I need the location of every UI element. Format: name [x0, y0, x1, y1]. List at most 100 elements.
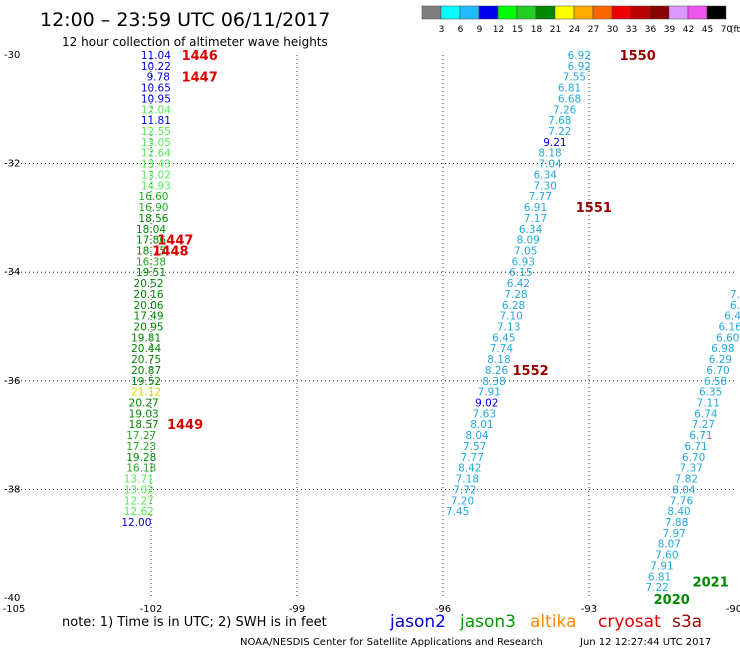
wave-height-label: 7.37	[680, 463, 703, 475]
wave-height-label: 9.78	[147, 72, 170, 84]
wave-height-label: 6.70	[682, 452, 705, 464]
wave-height-label: 20.95	[134, 322, 164, 334]
wave-height-label: 6.92	[568, 50, 591, 62]
color-scale-label: 45	[702, 25, 713, 35]
wave-height-label: 7.05	[514, 245, 537, 257]
wave-height-label: 6.91	[524, 202, 547, 214]
wave-height-label: 7.18	[456, 474, 479, 486]
wave-height-label: 6.71	[684, 441, 707, 453]
wave-height-label: 6.34	[519, 224, 543, 236]
grid-lines	[5, 55, 735, 598]
color-scale-swatch	[497, 5, 518, 20]
wave-height-label: 6.15	[509, 267, 532, 279]
footer-note: note: 1) Time is in UTC; 2) SWH is in fe…	[62, 615, 327, 630]
y-tick-label: -40	[4, 593, 20, 604]
wave-height-label: 20.16	[134, 289, 164, 301]
wave-height-label: 21.12	[131, 387, 161, 399]
wave-height-label: 13.02	[124, 484, 154, 496]
chart-title: 12:00 – 23:59 UTC 06/11/2017	[40, 9, 330, 31]
x-tick-label: -99	[289, 604, 305, 615]
color-scale-label: 15	[512, 25, 523, 35]
wave-height-label: 19.28	[126, 452, 156, 464]
legend-entry-cryosat: cryosat	[598, 612, 661, 632]
wave-height-label: 16.90	[138, 202, 168, 214]
wave-height-label: 8.18	[487, 354, 510, 366]
wave-height-label: 8.40	[667, 506, 690, 518]
wave-height-label: 19.81	[131, 332, 161, 344]
color-scale-label: 33	[626, 25, 637, 35]
wave-height-label: 18.57	[129, 419, 159, 431]
wave-height-label: 7.68	[548, 115, 571, 127]
pass-time-label: 1447	[157, 234, 193, 249]
wave-height-label: 6.35	[699, 387, 722, 399]
wave-height-label: 7.20	[451, 495, 474, 507]
wave-height-label: 19.52	[131, 376, 161, 388]
wave-height-label: 7.17	[524, 213, 547, 225]
wave-height-label: 18.75	[136, 245, 166, 257]
wave-height-label: 6.34	[534, 169, 558, 181]
color-scale-label: 42	[683, 25, 694, 35]
wave-height-label: 20.27	[129, 398, 159, 410]
wave-height-label: 7.88	[665, 517, 688, 529]
y-tick-label: -34	[4, 267, 20, 278]
pass-time-label: 1550	[620, 49, 656, 64]
wave-height-label: 7.63	[473, 408, 496, 420]
wave-height-label: 12.55	[141, 126, 171, 138]
wave-height-label: 12.62	[124, 506, 154, 518]
wave-height-label: 20.87	[131, 365, 161, 377]
wave-height-label: 6.29	[709, 354, 732, 366]
wave-height-label: 17.27	[126, 430, 156, 442]
wave-height-label: 7.77	[461, 452, 484, 464]
pass-time-label: 1446	[182, 49, 218, 64]
wave-height-label: 7.27	[692, 419, 715, 431]
color-scale-label: 6	[458, 25, 464, 35]
color-scale-swatch	[630, 5, 651, 20]
wave-height-label: 7.57	[463, 441, 486, 453]
wave-height-label: 18.56	[138, 213, 168, 225]
color-scale-label: 18	[531, 25, 543, 35]
wave-height-label: 8.07	[658, 539, 681, 551]
footer-credit: NOAA/NESDIS Center for Satellite Applica…	[240, 637, 543, 648]
wave-height-label: 7.26	[553, 104, 577, 116]
color-scale-label: 70	[721, 25, 733, 35]
wave-height-label: 18.04	[136, 224, 166, 236]
wave-height-label: 7.22	[645, 582, 668, 594]
color-scale-label: 27	[588, 25, 599, 35]
y-tick-label: -36	[4, 376, 20, 387]
pass-time-label: 2021	[693, 576, 729, 591]
color-scale-unit: (ft)	[730, 25, 740, 35]
wave-height-label: 8.38	[482, 376, 505, 388]
wave-height-label: 7.76	[670, 495, 694, 507]
wave-height-label: 7.97	[662, 528, 685, 540]
color-scale-swatch	[478, 5, 499, 20]
wave-height-label: 8.04	[465, 430, 489, 442]
wave-height-label: 8.01	[470, 419, 493, 431]
wave-height-label: 7.28	[504, 289, 527, 301]
color-scale-label: 24	[569, 25, 581, 35]
wave-height-label: 6.16	[718, 322, 740, 334]
wave-height-label: 6.81	[558, 83, 581, 95]
wave-height-label: 8.04	[672, 484, 696, 496]
wave-height-label: 17.49	[134, 311, 164, 323]
color-scale-label: 9	[477, 25, 483, 35]
wave-height-label: 10.95	[141, 93, 171, 105]
pass-time-label: 1449	[167, 418, 203, 433]
color-scale-label: 21	[550, 25, 561, 35]
wave-height-label: 13.71	[124, 474, 154, 486]
wave-height-label: 6.	[730, 300, 740, 312]
wave-height-label: 17.23	[126, 441, 156, 453]
wave-height-label: 17.86	[136, 235, 166, 247]
legend-entry-s3a: s3a	[672, 612, 702, 632]
wave-height-label: 6.4	[724, 311, 740, 323]
pass-time-label: 1551	[576, 201, 612, 216]
wave-height-label: 7.72	[453, 484, 476, 496]
axis-ticks: -105 -102 -99 -96 -93 -90 -30 -32 -34 -36 -38 -40	[3, 50, 740, 615]
wave-height-label: 6.74	[694, 408, 718, 420]
wave-height-label: 12.00	[121, 517, 151, 529]
color-scale-swatch	[592, 5, 613, 20]
wave-height-label: 19.03	[129, 408, 159, 420]
wave-height-label: 19.51	[136, 267, 166, 279]
wave-height-label: 13.43	[141, 159, 171, 171]
legend-entry-jason2: jason2	[389, 612, 446, 632]
